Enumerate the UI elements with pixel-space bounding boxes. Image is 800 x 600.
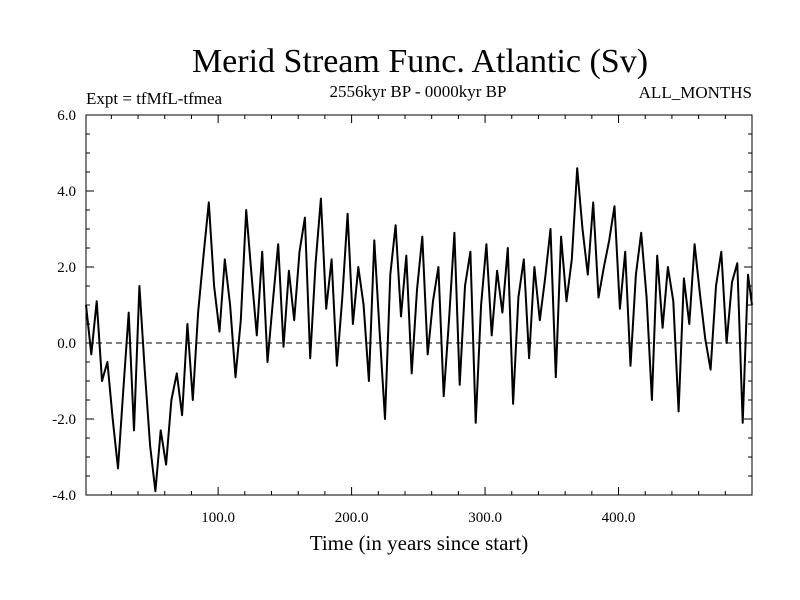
x-tick-label: 200.0: [335, 510, 369, 526]
y-tick-label: 2.0: [57, 260, 76, 276]
y-tick-label: -4.0: [52, 488, 76, 504]
y-tick-label: 0.0: [57, 336, 76, 352]
plot-frame: [85, 114, 753, 496]
x-tick-label: 100.0: [201, 510, 235, 526]
y-tick-label: 4.0: [57, 184, 76, 200]
x-tick-label: 400.0: [602, 510, 636, 526]
expt-label: Expt = tfMfL-tfmea: [86, 89, 223, 108]
y-axis: -4.0 -2.0 0.0 2.0 4.0 6.0: [52, 108, 752, 504]
y-tick-label: 6.0: [57, 108, 76, 124]
x-tick-label: 300.0: [468, 510, 502, 526]
x-axis-label: Time (in years since start): [310, 531, 529, 555]
series-line: [85, 167, 753, 493]
chart-title: Merid Stream Func. Atlantic (Sv): [192, 43, 648, 80]
x-axis: 100.0 200.0 300.0 400.0: [110, 115, 726, 526]
y-tick-label: -2.0: [52, 412, 76, 428]
season-label: ALL_MONTHS: [639, 83, 752, 102]
period-label: 2556kyr BP - 0000kyr BP: [330, 82, 507, 101]
